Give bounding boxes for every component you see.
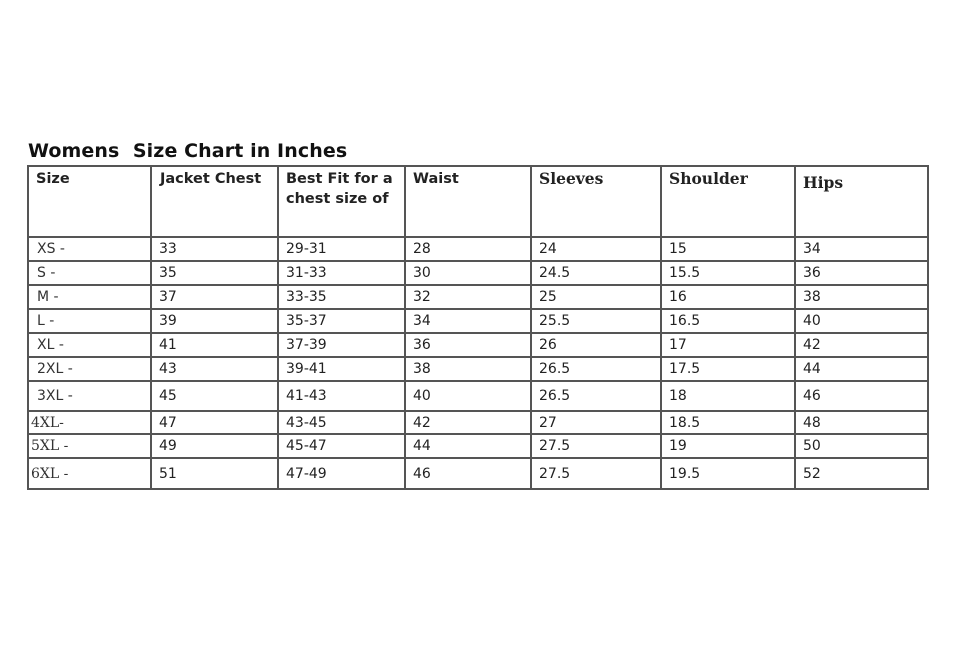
cell-shoulder: 16.5: [660, 308, 796, 334]
cell-best-fit: 33-35: [277, 284, 406, 310]
cell-jacket-chest: 41: [150, 332, 279, 358]
cell-size: 2XL -: [27, 356, 152, 382]
cell-sleeves: 27.5: [530, 433, 662, 459]
header-row: Size Jacket Chest Best Fit for a chest s…: [27, 165, 929, 238]
header-size: Size: [27, 165, 152, 238]
cell-waist: 44: [404, 433, 532, 459]
cell-sleeves: 26.5: [530, 356, 662, 382]
cell-sleeves: 24.5: [530, 260, 662, 286]
cell-hips: 44: [794, 356, 929, 382]
cell-hips: 34: [794, 236, 929, 262]
cell-jacket-chest: 51: [150, 457, 279, 490]
table-row: 5XL -49 45-47 44 27.5 19 50: [27, 433, 929, 459]
cell-sleeves: 27.5: [530, 457, 662, 490]
cell-waist: 34: [404, 308, 532, 334]
cell-best-fit: 29-31: [277, 236, 406, 262]
cell-jacket-chest: 39: [150, 308, 279, 334]
cell-waist: 42: [404, 410, 532, 435]
header-hips: Hips: [794, 165, 929, 238]
table-row: XS -33 29-31 28 24 15 34: [27, 236, 929, 262]
table-body: XS -33 29-31 28 24 15 34 S -35 31-33 30 24.5 15.5 3…: [27, 236, 929, 490]
cell-sleeves: 24: [530, 236, 662, 262]
header-sleeves: Sleeves: [530, 165, 662, 238]
cell-shoulder: 17.5: [660, 356, 796, 382]
size-chart-table: Size Jacket Chest Best Fit for a chest s…: [27, 165, 929, 490]
cell-hips: 48: [794, 410, 929, 435]
cell-waist: 32: [404, 284, 532, 310]
cell-shoulder: 17: [660, 332, 796, 358]
cell-shoulder: 19: [660, 433, 796, 459]
header-jacket-chest: Jacket Chest: [150, 165, 279, 238]
cell-best-fit: 31-33: [277, 260, 406, 286]
cell-sleeves: 27: [530, 410, 662, 435]
table-row: 6XL -51 47-49 46 27.5 19.5 52: [27, 457, 929, 490]
cell-sleeves: 26.5: [530, 380, 662, 412]
cell-waist: 28: [404, 236, 532, 262]
cell-best-fit: 47-49: [277, 457, 406, 490]
cell-size: XS -: [27, 236, 152, 262]
cell-waist: 30: [404, 260, 532, 286]
cell-shoulder: 15.5: [660, 260, 796, 286]
cell-best-fit: 41-43: [277, 380, 406, 412]
cell-waist: 36: [404, 332, 532, 358]
cell-waist: 46: [404, 457, 532, 490]
cell-hips: 38: [794, 284, 929, 310]
cell-jacket-chest: 35: [150, 260, 279, 286]
cell-sleeves: 25.5: [530, 308, 662, 334]
cell-hips: 50: [794, 433, 929, 459]
cell-hips: 42: [794, 332, 929, 358]
cell-best-fit: 39-41: [277, 356, 406, 382]
cell-shoulder: 19.5: [660, 457, 796, 490]
cell-jacket-chest: 33: [150, 236, 279, 262]
cell-jacket-chest: 37: [150, 284, 279, 310]
cell-size: 5XL -: [27, 433, 152, 459]
cell-jacket-chest: 45: [150, 380, 279, 412]
cell-shoulder: 16: [660, 284, 796, 310]
cell-size: 6XL -: [27, 457, 152, 490]
table-row: 3XL -45 41-43 40 26.5 18 46: [27, 380, 929, 412]
header-waist: Waist: [404, 165, 532, 238]
cell-shoulder: 18.5: [660, 410, 796, 435]
cell-hips: 46: [794, 380, 929, 412]
cell-hips: 52: [794, 457, 929, 490]
cell-sleeves: 25: [530, 284, 662, 310]
cell-size: XL -: [27, 332, 152, 358]
cell-best-fit: 35-37: [277, 308, 406, 334]
cell-jacket-chest: 47: [150, 410, 279, 435]
table-header: Size Jacket Chest Best Fit for a chest s…: [27, 165, 929, 238]
cell-waist: 38: [404, 356, 532, 382]
cell-size: 4XL-: [27, 410, 152, 435]
cell-best-fit: 45-47: [277, 433, 406, 459]
cell-size: S -: [27, 260, 152, 286]
header-shoulder: Shoulder: [660, 165, 796, 238]
table-row: XL -41 37-39 36 26 17 42: [27, 332, 929, 358]
cell-best-fit: 43-45: [277, 410, 406, 435]
table-row: 2XL -43 39-41 38 26.5 17.5 44: [27, 356, 929, 382]
table-row: S -35 31-33 30 24.5 15.5 36: [27, 260, 929, 286]
table-row: 4XL- 47 43-45 42 27 18.5 48: [27, 410, 929, 435]
cell-shoulder: 18: [660, 380, 796, 412]
cell-jacket-chest: 43: [150, 356, 279, 382]
table-row: L -39 35-37 34 25.5 16.5 40: [27, 308, 929, 334]
cell-best-fit: 37-39: [277, 332, 406, 358]
cell-waist: 40: [404, 380, 532, 412]
cell-size: 3XL -: [27, 380, 152, 412]
chart-title: Womens Size Chart in Inches: [28, 140, 348, 162]
table-row: M -37 33-35 32 25 16 38: [27, 284, 929, 310]
cell-sleeves: 26: [530, 332, 662, 358]
cell-hips: 40: [794, 308, 929, 334]
cell-size: L -: [27, 308, 152, 334]
header-best-fit: Best Fit for a chest size of: [277, 165, 406, 238]
cell-hips: 36: [794, 260, 929, 286]
cell-jacket-chest: 49: [150, 433, 279, 459]
cell-shoulder: 15: [660, 236, 796, 262]
cell-size: M -: [27, 284, 152, 310]
